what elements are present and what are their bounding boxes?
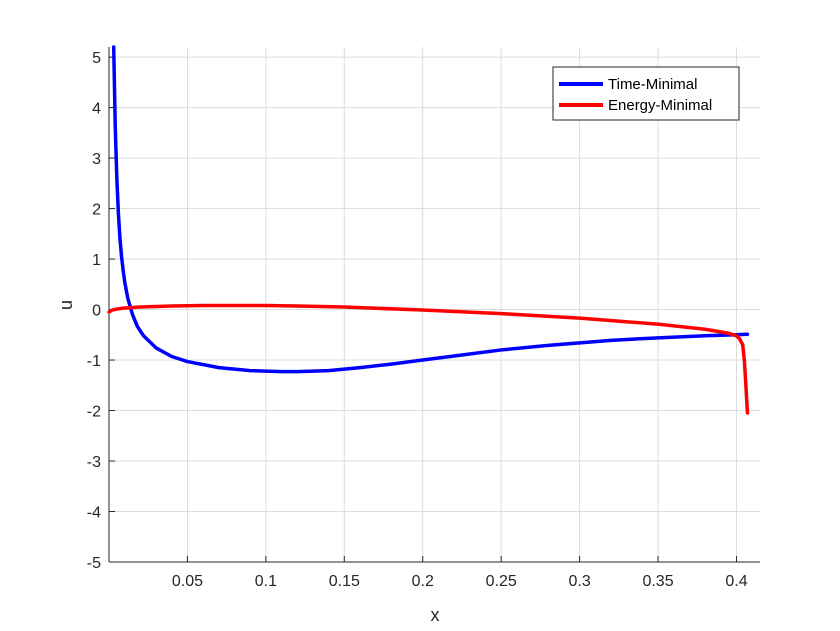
y-tick-label: -3 (87, 454, 101, 471)
x-tick-label: 0.2 (412, 573, 434, 590)
y-tick-label: 2 (92, 202, 101, 219)
x-axis-label: x (431, 605, 440, 625)
x-tick-label: 0.35 (642, 573, 673, 590)
legend-box (552, 66, 740, 121)
x-tick-label: 0.25 (486, 573, 517, 590)
y-tick-label: -1 (87, 353, 101, 370)
series-group (107, 45, 750, 415)
x-tick-label: 0.15 (329, 573, 360, 590)
legend: Time-Minimal Energy-Minimal (552, 66, 740, 121)
legend-label-time-minimal: Time-Minimal (608, 76, 697, 93)
y-tick-label: 0 (92, 303, 101, 320)
x-tick-label: 0.05 (172, 573, 203, 590)
y-tick-label: 3 (92, 151, 101, 168)
y-tick-label: -4 (87, 505, 101, 522)
y-tick-label: -2 (87, 404, 101, 421)
axes: 0.05 0.1 0.15 0.2 0.25 0.3 0.35 0.4 -5 -4 -3 -2 -1 0 1… (87, 47, 760, 590)
y-tick-label: 1 (92, 252, 101, 269)
x-tick-label: 0.3 (568, 573, 590, 590)
x-tick-label: 0.4 (725, 573, 747, 590)
y-tick-label: -5 (87, 555, 101, 572)
series-line-time-minimal (111, 45, 750, 374)
legend-label-energy-minimal: Energy-Minimal (608, 97, 712, 114)
series-line-energy-minimal (107, 303, 750, 415)
y-axis-label: u (56, 300, 76, 310)
y-tick-label: 5 (92, 50, 101, 67)
x-tick-label: 0.1 (255, 573, 277, 590)
y-tick-label: 4 (92, 101, 101, 118)
